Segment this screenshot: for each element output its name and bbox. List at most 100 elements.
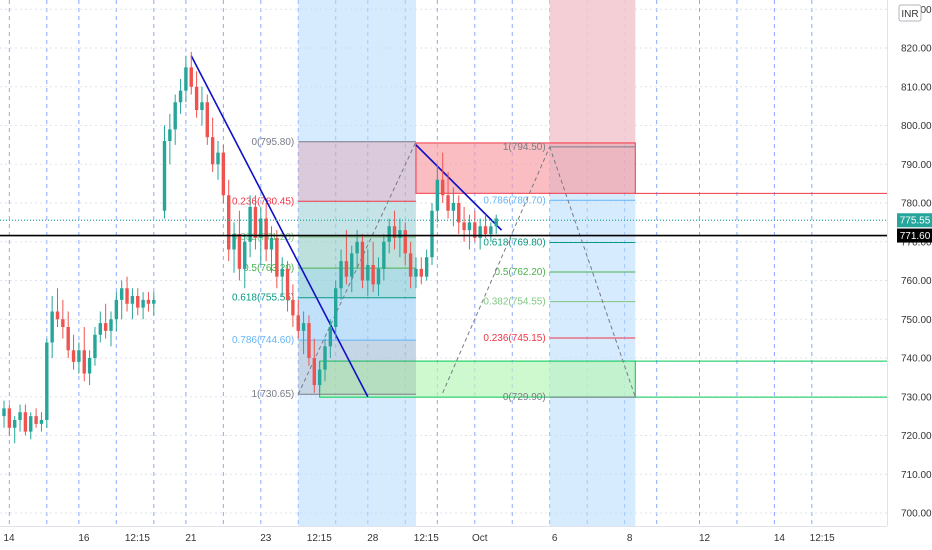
support-zone <box>319 360 636 398</box>
candle-body <box>130 296 135 304</box>
candle-body <box>457 203 461 223</box>
fib2-level-label: 0.5(762.20) <box>495 267 546 278</box>
candle-body <box>259 218 263 238</box>
candle-body <box>494 218 498 227</box>
candle-body <box>205 102 209 138</box>
time-tick-label: 8 <box>627 533 633 544</box>
projection-dashed-line <box>442 146 551 394</box>
candle-body <box>334 288 338 327</box>
candle-body <box>441 179 445 196</box>
fib1-level-label: 0.618(755.55) <box>232 293 294 304</box>
candle-body <box>71 350 76 362</box>
fib1-level-label: 0.786(744.60) <box>232 335 294 346</box>
fib-layer: 0(795.80) 0.236(780.45) 0.382(771.20) 0.5(7… <box>232 137 636 403</box>
candle-body <box>323 346 327 370</box>
candle-body <box>98 323 102 335</box>
resistance-zone <box>415 142 636 194</box>
fib1-band <box>298 340 416 395</box>
candle-body <box>109 319 113 331</box>
fib1-band <box>298 141 416 202</box>
projection-dashed-line <box>549 146 636 398</box>
candle-body <box>285 268 290 300</box>
fib2-level-label: 0.786(780.70) <box>483 195 545 206</box>
candle-body <box>483 226 488 234</box>
price-tick-label: 770.00 <box>901 237 932 248</box>
candle-body <box>366 265 370 281</box>
candle-body <box>435 179 440 211</box>
price-tag <box>897 213 932 228</box>
drawing-lines-layer <box>190 55 636 398</box>
candle-body <box>478 226 482 238</box>
candle-body <box>146 299 151 304</box>
candle-body <box>136 296 140 308</box>
candle-body <box>82 350 86 374</box>
candle-body <box>13 420 17 428</box>
time-tick-label: Oct <box>472 533 488 544</box>
candle-body <box>7 408 12 428</box>
candle-body <box>178 90 183 103</box>
candle-body <box>462 222 466 231</box>
candle-body <box>350 253 354 277</box>
candle-body <box>248 206 252 242</box>
price-tick-label: 780.00 <box>901 199 932 210</box>
candle-body <box>184 67 188 91</box>
time-tick-label: 12:15 <box>414 533 439 544</box>
candle-body <box>227 195 231 250</box>
candle-body <box>317 369 322 386</box>
candle-body <box>18 412 22 420</box>
candle-body <box>424 257 429 277</box>
candle-body <box>328 327 333 347</box>
candle-body <box>141 299 145 308</box>
fib1-band <box>298 297 416 341</box>
candle-body <box>210 137 215 165</box>
candle-body <box>419 268 423 277</box>
price-tick-label: 810.00 <box>901 82 932 93</box>
fib1-level-label: 0.5(763.20) <box>243 263 294 274</box>
fib1-level-label: 1(730.65) <box>251 389 294 400</box>
price-tick-label: 700.00 <box>901 509 932 520</box>
candle-body <box>162 141 167 211</box>
price-tick-label: 800.00 <box>901 121 932 132</box>
time-tick-label: 12:15 <box>810 533 835 544</box>
price-axis[interactable]: 700.00 710.00 720.00 730.00 740.00 750.00 760.… <box>887 0 932 526</box>
price-tick-label: 760.00 <box>901 276 932 287</box>
candle-body <box>414 268 418 277</box>
fib2-level-label: 0.236(745.15) <box>483 333 545 344</box>
candle-body <box>392 226 397 238</box>
candle-body <box>275 237 279 277</box>
candle-body <box>189 67 193 87</box>
candle-body <box>355 241 359 254</box>
candle-body <box>269 237 274 250</box>
candle-body <box>168 129 172 141</box>
candle-body <box>61 319 65 327</box>
candle-body <box>296 315 300 331</box>
projection-dashed-line <box>297 141 417 395</box>
candle-body <box>451 203 456 211</box>
candle-body <box>291 299 295 316</box>
fib1-level-label: 0.382(771.20) <box>232 232 294 243</box>
candle-body <box>243 241 247 269</box>
candle-body <box>232 234 236 250</box>
candle-body <box>114 299 119 320</box>
candle-body <box>39 420 44 424</box>
price-tag-label: 775.55 <box>900 216 931 227</box>
price-tick-label: 710.00 <box>901 470 932 481</box>
candle-body <box>467 222 472 231</box>
candle-body <box>29 416 33 432</box>
time-axis[interactable]: 14 16 12:15 21 23 12:15 28 12:15 Oct 6 8 12 14 12:15 <box>0 526 887 545</box>
price-tick-label: 730.00 <box>901 392 932 403</box>
price-tick-label: 740.00 <box>901 354 932 365</box>
currency-badge[interactable] <box>898 4 922 22</box>
time-tick-label: 12 <box>699 533 711 544</box>
price-tick-label: 720.00 <box>901 431 932 442</box>
trend-line <box>415 144 503 231</box>
candle-body <box>216 152 220 165</box>
candle-body <box>376 268 381 285</box>
fib2-level-label: 1(794.50) <box>503 142 546 153</box>
candle-body <box>280 268 284 277</box>
price-tick-label: 750.00 <box>901 315 932 326</box>
candle-body <box>45 342 49 420</box>
candle-body <box>66 327 70 351</box>
